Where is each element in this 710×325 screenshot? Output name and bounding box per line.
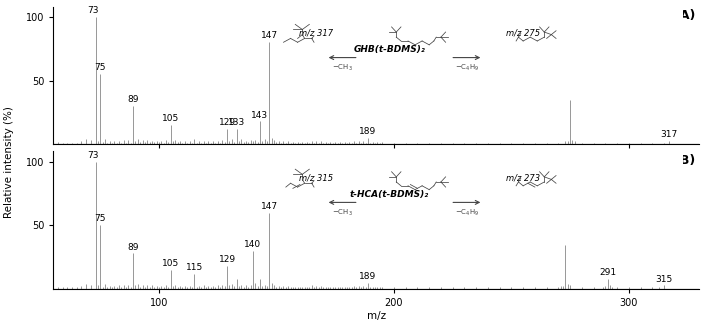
Text: (A): (A) [674, 9, 696, 22]
Text: 75: 75 [94, 63, 106, 72]
Text: 147: 147 [261, 31, 278, 40]
Text: 105: 105 [162, 114, 180, 124]
FancyBboxPatch shape [288, 153, 683, 244]
Text: 189: 189 [359, 272, 377, 281]
Text: 315: 315 [655, 275, 673, 283]
Text: 115: 115 [185, 263, 203, 272]
Text: GHB(t-BDMS)₂: GHB(t-BDMS)₂ [354, 45, 425, 54]
Text: 73: 73 [87, 6, 99, 15]
Text: m/z 315: m/z 315 [300, 173, 334, 182]
Text: m/z 275: m/z 275 [506, 28, 540, 37]
Text: 147: 147 [261, 202, 278, 211]
Text: 273: 273 [557, 234, 574, 243]
Text: t-HCA(t-BDMS)₂: t-HCA(t-BDMS)₂ [349, 189, 429, 199]
X-axis label: m/z: m/z [367, 311, 386, 321]
Text: $-$CH$_3$: $-$CH$_3$ [332, 63, 353, 73]
Text: 129: 129 [219, 118, 236, 127]
Text: 140: 140 [244, 240, 261, 249]
Text: 143: 143 [251, 111, 268, 120]
Text: 291: 291 [599, 268, 616, 277]
FancyBboxPatch shape [288, 8, 683, 100]
Text: m/z 273: m/z 273 [506, 173, 540, 182]
Text: 73: 73 [87, 150, 99, 160]
Text: $-$C$_4$H$_9$: $-$C$_4$H$_9$ [454, 208, 479, 218]
Text: Relative intensity (%): Relative intensity (%) [4, 107, 13, 218]
Text: 89: 89 [127, 242, 139, 252]
Text: 133: 133 [228, 118, 245, 127]
Text: 189: 189 [359, 127, 377, 136]
Text: 129: 129 [219, 255, 236, 264]
Text: $-$C$_4$H$_9$: $-$C$_4$H$_9$ [454, 63, 479, 73]
Text: 89: 89 [127, 95, 139, 104]
Text: m/z 317: m/z 317 [300, 28, 334, 37]
Text: $-$CH$_3$: $-$CH$_3$ [332, 208, 353, 218]
Text: 105: 105 [162, 259, 180, 268]
Text: 317: 317 [660, 130, 677, 139]
Text: 75: 75 [94, 214, 106, 224]
Text: 275: 275 [562, 89, 579, 98]
Text: (B): (B) [675, 154, 696, 167]
